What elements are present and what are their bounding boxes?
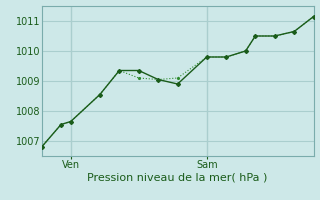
X-axis label: Pression niveau de la mer( hPa ): Pression niveau de la mer( hPa ) [87,173,268,183]
